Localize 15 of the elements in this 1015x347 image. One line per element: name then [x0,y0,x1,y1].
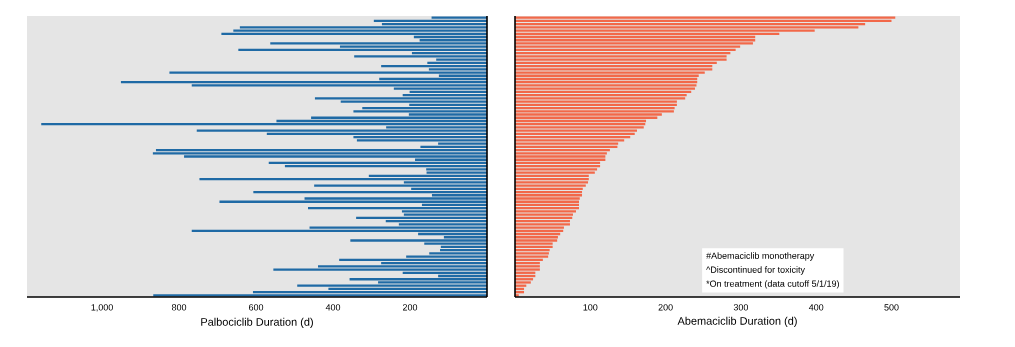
x-axis-title: Abemaciclib Duration (d) [677,316,797,327]
x-tick-label: 400 [325,304,341,311]
x-tick-label: 400 [808,304,824,311]
annotation: #Abemaciclib monotherapy [706,252,815,261]
x-tick-label: 800 [171,304,187,311]
x-tick-label: 200 [658,304,673,311]
x-tick-label: 600 [249,304,264,311]
x-tick-label: 100 [583,304,598,311]
x-tick-label: 300 [733,304,749,311]
annotation: *On treatment (data cutoff 5/1/19) [706,280,839,289]
x-tick-label: 500 [884,304,899,311]
x-tick-label: 1,000 [91,304,113,312]
x-tick-label: 200 [402,304,418,311]
annotation: ^Discontinued for toxicity [706,266,805,275]
x-axis-title: Palbociclib Duration (d) [201,317,313,328]
